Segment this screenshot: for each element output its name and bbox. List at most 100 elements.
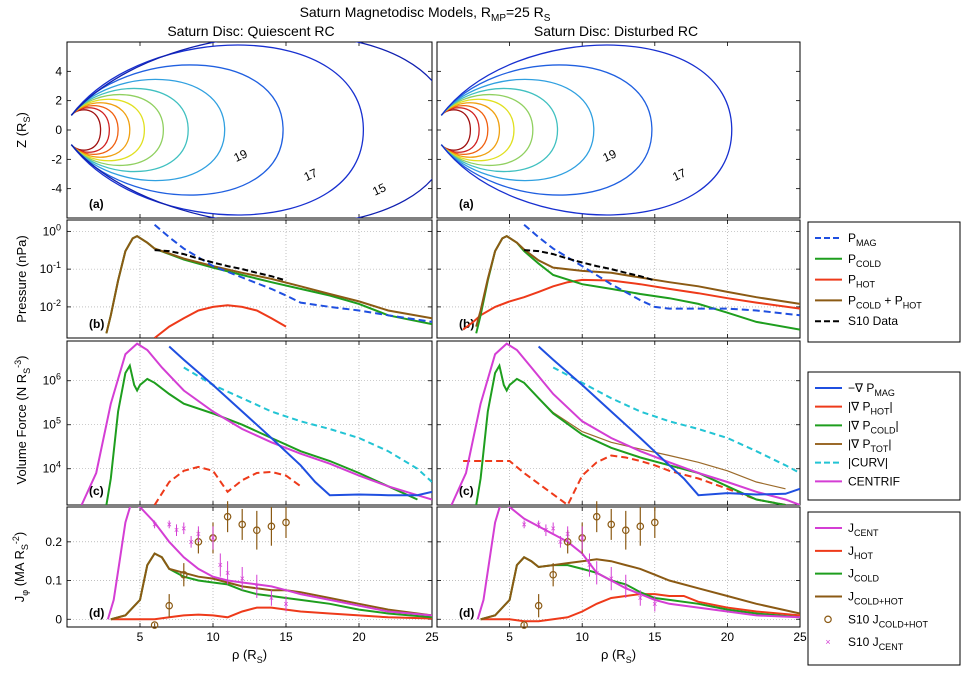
x-tick-label: 15 <box>648 630 662 644</box>
plot-frame <box>436 506 801 628</box>
contour-line <box>70 98 146 162</box>
legend-label: S10 Data <box>848 314 898 328</box>
x-tick-label: 25 <box>793 630 807 644</box>
p-sum-line <box>105 234 432 334</box>
x-axis-label: ρ (RS) <box>601 647 636 665</box>
y-tick-label: 0 <box>55 612 62 626</box>
s10-cent-point: × <box>558 537 563 547</box>
s10-cent-point: × <box>638 593 643 603</box>
contour-line <box>440 109 472 151</box>
panel-label: (c) <box>89 484 104 498</box>
contour-label: 17 <box>670 165 688 183</box>
legend-label: |CURV| <box>848 456 888 470</box>
legend-label: CENTRIF <box>848 474 900 488</box>
legend-swatch <box>824 615 832 624</box>
s10-cent-point: × <box>167 519 172 529</box>
x-tick-label: 20 <box>352 630 366 644</box>
legend-label: −∇ PMAG <box>848 381 895 398</box>
s10-cent-point: × <box>623 581 628 591</box>
legend-label: |∇ PCOLD| <box>848 418 899 435</box>
s10-cent-point: × <box>543 525 548 535</box>
grad-tot-line <box>105 364 418 505</box>
panel-label: (c) <box>459 484 474 498</box>
s10-cent-point: × <box>218 560 223 570</box>
y-tick-label: 10-2 <box>40 298 61 314</box>
s10-cent-point: × <box>188 537 193 547</box>
s10-sum-point <box>282 518 290 527</box>
legend-label: PCOLD <box>848 252 882 269</box>
s10-cent-point: × <box>174 525 179 535</box>
right-column-title: Saturn Disc: Disturbed RC <box>534 23 698 39</box>
s10-sum-point <box>180 570 188 579</box>
s10-sum-point <box>223 512 232 521</box>
j-sum-line <box>110 552 432 621</box>
figure-title: Saturn Magnetodisc Models, RMP=25 RS <box>300 4 551 24</box>
plot-frame <box>436 219 801 339</box>
legend-current: JCENT JHOT JCOLD JCOLD+HOT S10 JCOLD+HOT × S10… <box>807 511 961 666</box>
legend-frame <box>807 511 961 666</box>
s10-cent-point: × <box>283 599 288 609</box>
y-tick-label: 100 <box>43 222 61 238</box>
left-column-title: Saturn Disc: Quiescent RC <box>167 23 334 39</box>
contour-line <box>70 64 284 196</box>
centrif-line <box>80 342 432 505</box>
panel-d-right: (d) <box>436 506 801 628</box>
y-axis-label: Volume Force (N RS-3) <box>13 356 32 485</box>
plot-frame <box>66 219 433 339</box>
panel-label: (d) <box>89 606 104 620</box>
panel-label: (a) <box>89 197 104 211</box>
s10-cent-point: × <box>269 593 274 603</box>
contour-line <box>70 107 110 153</box>
grad-cold-line <box>475 363 786 505</box>
y-axis-label: Pressure (nPa) <box>14 235 29 322</box>
contour-line <box>70 105 119 155</box>
legend-swatch: × <box>825 637 830 647</box>
s10-sum-point <box>252 526 261 535</box>
grad-cold-line <box>105 363 418 505</box>
panel-a-right: (a) <box>436 41 801 219</box>
curv-line <box>552 366 800 474</box>
legend-label: PHOT <box>848 273 876 290</box>
x-tick-label: 15 <box>279 630 293 644</box>
contour-line <box>440 105 489 155</box>
grad-mag-line <box>168 345 432 497</box>
y-tick-label: 0.1 <box>45 574 62 588</box>
legend-label: S10 JCOLD+HOT <box>848 612 928 629</box>
y-tick-label: 105 <box>43 416 61 432</box>
plot-frame <box>436 340 801 506</box>
y-tick-label: 0.2 <box>45 535 62 549</box>
legend-label: JCOLD <box>848 567 880 584</box>
j-cent-line <box>476 507 800 620</box>
s10-cent-point: × <box>609 574 614 584</box>
contour-line <box>440 64 653 196</box>
s10-sum-point <box>650 518 659 527</box>
s10-sum-point <box>636 522 645 531</box>
plot-frame <box>436 41 801 219</box>
s10-cent-point: × <box>521 519 526 529</box>
y-axis-label: Jφ (MA RS-2) <box>11 532 30 602</box>
x-tick-label: 5 <box>506 630 513 644</box>
s10-cent-point: × <box>225 568 230 578</box>
s10-sum-point <box>267 522 276 531</box>
s10-cent-point: × <box>536 519 541 529</box>
contour-line <box>70 87 189 173</box>
s10-cent-point: × <box>210 533 215 543</box>
panel-b-left: 10-2 10-1 100 (b) <box>40 219 433 339</box>
s10-sum-point <box>238 520 247 529</box>
s10-cent-point: × <box>240 574 245 584</box>
contour-line <box>70 42 432 218</box>
contour-line <box>70 109 102 151</box>
contour-line <box>70 78 226 182</box>
grad-mag-line <box>537 345 800 497</box>
panel-label: (a) <box>459 197 474 211</box>
y-tick-label: -4 <box>51 182 62 196</box>
contour-line <box>70 102 131 158</box>
legend-label: JCENT <box>848 521 879 538</box>
s10-cent-point: × <box>551 523 556 533</box>
y-axis-label: Z (RS) <box>14 112 32 148</box>
p-hot-line <box>153 304 287 338</box>
x-tick-label: 10 <box>206 630 220 644</box>
s10-sum-point <box>150 621 159 629</box>
plot-frame <box>66 506 433 628</box>
